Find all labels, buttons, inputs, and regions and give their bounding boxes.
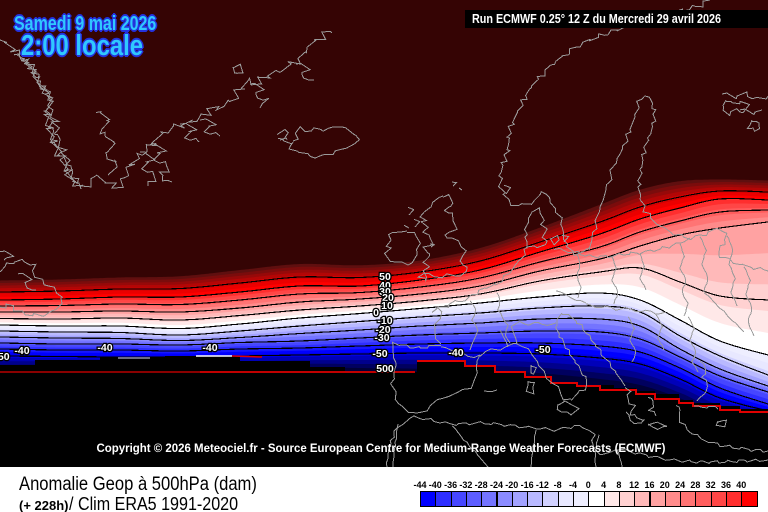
svg-text:-40: -40 — [97, 342, 112, 354]
svg-text:-40: -40 — [202, 342, 217, 354]
svg-text:10: 10 — [381, 300, 393, 312]
svg-text:30: 30 — [379, 286, 391, 298]
svg-text:Copyright © 2026 Meteociel.fr: Copyright © 2026 Meteociel.fr - Source E… — [97, 441, 666, 455]
svg-text:-20: -20 — [375, 324, 390, 336]
svg-text:20: 20 — [382, 292, 394, 304]
svg-text:-40: -40 — [448, 347, 463, 359]
svg-text:50: 50 — [379, 271, 391, 283]
svg-text:-40: -40 — [14, 345, 29, 357]
svg-text:-30: -30 — [374, 332, 389, 344]
svg-text:-10: -10 — [377, 315, 392, 327]
svg-text:-50: -50 — [372, 348, 387, 360]
svg-text:500: 500 — [376, 363, 394, 375]
svg-text:40: 40 — [379, 280, 391, 292]
svg-text:-50: -50 — [0, 351, 10, 363]
svg-text:-50: -50 — [535, 344, 550, 356]
svg-text:0: 0 — [373, 307, 379, 319]
